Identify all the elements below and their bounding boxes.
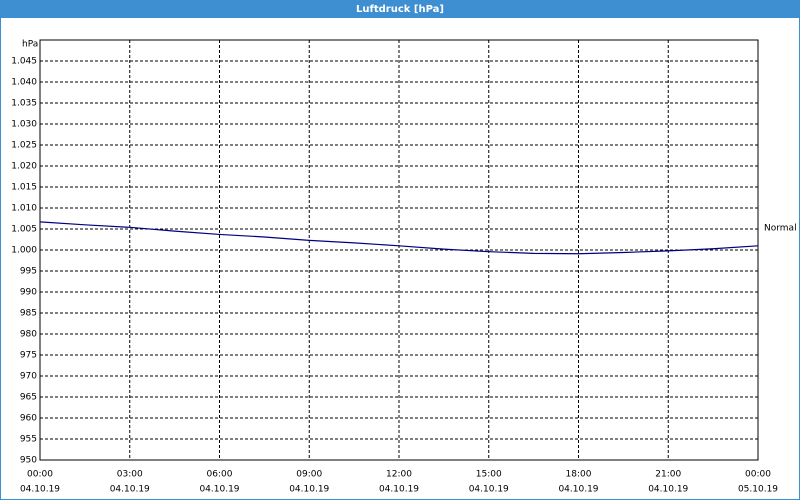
y-tick-label: 1.045 (11, 57, 37, 67)
y-tick-label: 1.000 (11, 246, 37, 256)
y-tick-label: 1.010 (11, 204, 37, 214)
x-tick-date: 04.10.19 (289, 485, 329, 495)
y-tick-label: 950 (20, 456, 37, 466)
y-tick-label: 990 (20, 288, 37, 298)
y-tick-label: 1.025 (11, 141, 37, 151)
x-tick-date: 05.10.19 (738, 485, 778, 495)
y-tick-label: 980 (20, 330, 37, 340)
x-tick-date: 04.10.19 (558, 485, 598, 495)
y-tick-label: 1.020 (11, 162, 37, 172)
x-tick-label: 21:00 (655, 470, 681, 480)
y-tick-label: 995 (20, 267, 37, 277)
chart-title: Luftdruck [hPa] (356, 4, 444, 15)
y-tick-label: 1.015 (11, 183, 37, 193)
x-tick-label: 00:00 (27, 470, 53, 480)
x-tick-label: 18:00 (566, 470, 592, 480)
y-tick-label: 955 (20, 435, 37, 445)
y-tick-label: 985 (20, 309, 37, 319)
y-tick-label: 975 (20, 351, 37, 361)
x-tick-date: 04.10.19 (648, 485, 688, 495)
y-tick-label: 1.035 (11, 99, 37, 109)
x-tick-date: 04.10.19 (379, 485, 419, 495)
x-tick-date: 04.10.19 (20, 485, 60, 495)
title-bar (0, 0, 800, 18)
series-label: Normal (764, 223, 797, 233)
plot-border (39, 39, 759, 461)
y-tick-label: 1.040 (11, 78, 37, 88)
x-tick-label: 12:00 (386, 470, 412, 480)
x-tick-date: 04.10.19 (110, 485, 150, 495)
y-tick-label: 970 (20, 372, 37, 382)
x-tick-label: 15:00 (476, 470, 502, 480)
y-tick-label: 960 (20, 414, 37, 424)
x-tick-date: 04.10.19 (469, 485, 509, 495)
y-unit: hPa (22, 40, 38, 50)
y-tick-label: 1.005 (11, 225, 37, 235)
x-tick-label: 09:00 (296, 470, 322, 480)
x-tick-label: 06:00 (207, 470, 233, 480)
x-tick-label: 00:00 (745, 470, 771, 480)
data-line (39, 221, 759, 255)
y-tick-label: 965 (20, 393, 37, 403)
x-tick-label: 03:00 (117, 470, 143, 480)
x-tick-date: 04.10.19 (199, 485, 239, 495)
y-tick-label: 1.030 (11, 120, 37, 130)
